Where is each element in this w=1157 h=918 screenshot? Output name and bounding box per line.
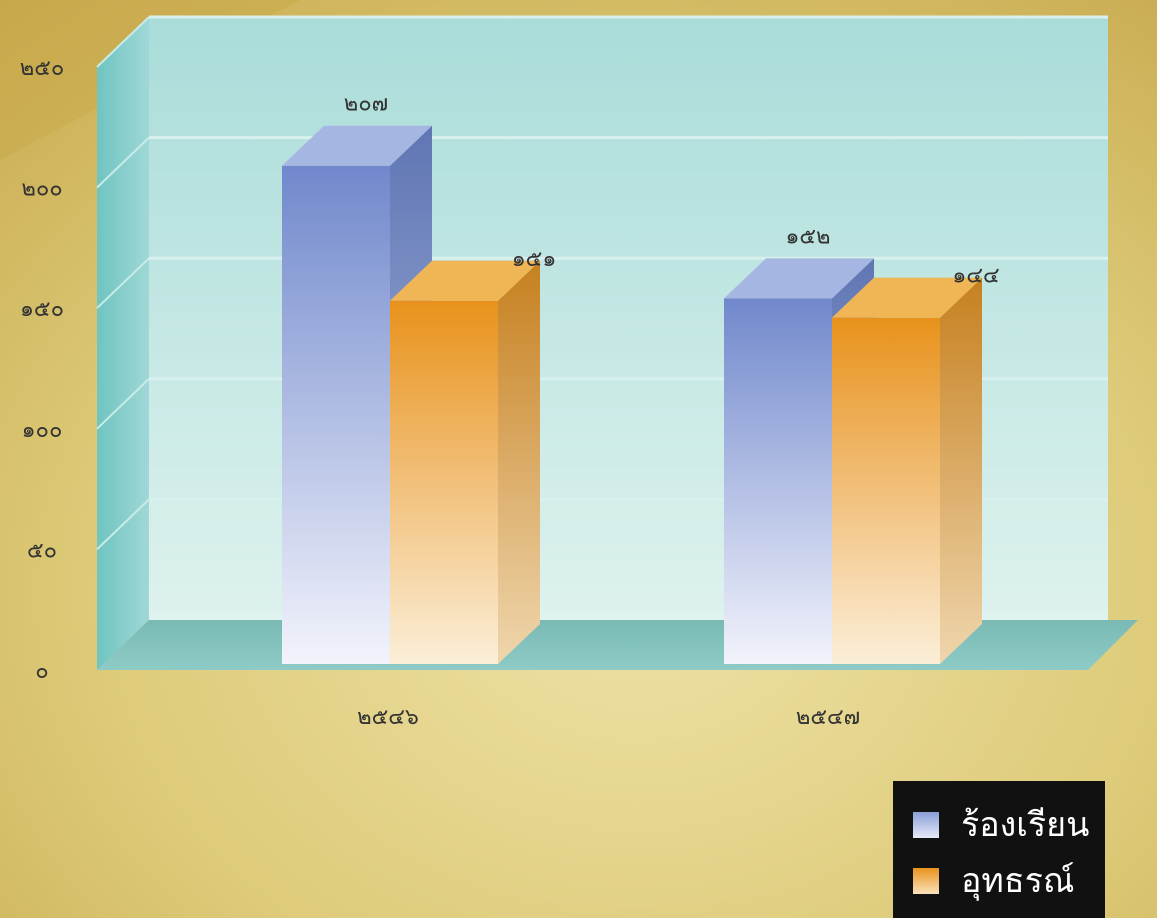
gridline-diagonal [96, 498, 150, 551]
legend-label-complaint: ร้องเรียน [961, 805, 1090, 845]
gridline-diagonal [96, 257, 150, 309]
legend-item-complaint: ร้องเรียน [913, 797, 1105, 853]
bar-front [832, 317, 940, 664]
chart-side-wall [97, 17, 149, 670]
x-tick-label: ๒๕๔๖ [357, 705, 419, 730]
bar-side [498, 260, 540, 664]
gridline-diagonal [96, 378, 150, 430]
y-tick-label: ๑๕๐ [20, 297, 64, 322]
y-tick-label: ๒๐๐ [21, 177, 62, 202]
bar-front [390, 300, 498, 664]
chart-bars [282, 125, 982, 664]
legend-item-appeal: อุทธรณ์ [913, 853, 1105, 909]
bar-top [832, 277, 982, 318]
bar-top [390, 260, 540, 301]
data-label: ๑๕๑ [512, 247, 557, 272]
x-tick-label: ๒๕๔๗ [796, 705, 860, 730]
legend-label-appeal: อุทธรณ์ [961, 861, 1075, 901]
bar-top [724, 258, 874, 299]
chart-legend: ร้องเรียน อุทธรณ์ [893, 781, 1105, 918]
bar-top [282, 125, 432, 166]
legend-swatch-blue [913, 812, 939, 838]
y-tick-label: ๕๐ [27, 538, 57, 563]
y-tick-label: ๐ [35, 659, 48, 684]
bar [832, 277, 982, 664]
bar [390, 260, 540, 664]
y-tick-label: ๑๐๐ [22, 418, 63, 443]
bar-front [282, 165, 390, 664]
chart-floor [97, 620, 1138, 670]
legend-swatch-orange [913, 868, 939, 894]
gridline-diagonal [96, 16, 150, 68]
gridline-diagonal [96, 136, 150, 189]
data-label: ๑๕๒ [785, 224, 830, 249]
data-label: ๒๐๗ [344, 92, 388, 117]
bar-side [940, 277, 982, 664]
y-tick-label: ๒๕๐ [20, 56, 65, 81]
data-label: ๑๔๔ [952, 264, 999, 289]
bar-front [724, 298, 832, 664]
